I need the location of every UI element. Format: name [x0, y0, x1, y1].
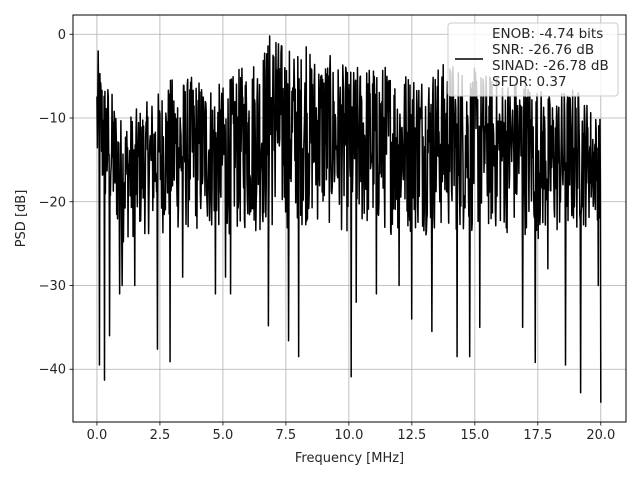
x-tick-label: 17.5 [523, 428, 552, 443]
x-axis-label: Frequency [MHz] [295, 451, 404, 466]
x-tick-label: 10.0 [334, 428, 363, 443]
x-tick-label: 5.0 [213, 428, 234, 443]
psd-series-line [96, 35, 602, 403]
axis-ticks: 0.0 2.5 5.0 7.5 10.0 12.5 15.0 17.5 20.0 0 −10 −20 −… [39, 28, 616, 443]
y-tick-label: −20 [39, 195, 66, 210]
legend-entry-sinad: SINAD: -26.78 dB [492, 58, 609, 74]
plot-area [96, 35, 602, 403]
axes-frame [72, 14, 627, 423]
legend-box [447, 22, 619, 97]
legend-entry-snr: SNR: -26.76 dB [492, 42, 594, 58]
x-tick-label: 7.5 [276, 428, 297, 443]
y-axis-label: PSD [dB] [14, 190, 29, 248]
legend-entry-sfdr: SFDR: 0.37 [492, 74, 567, 90]
x-tick-label: 20.0 [586, 428, 615, 443]
x-tick-label: 2.5 [150, 428, 171, 443]
x-tick-label: 12.5 [397, 428, 426, 443]
x-tick-label: 15.0 [460, 428, 489, 443]
y-tick-label: 0 [58, 28, 66, 43]
legend: ENOB: -4.74 bits SNR: -26.76 dB SINAD: -… [447, 22, 619, 97]
y-tick-label: −40 [39, 363, 66, 378]
y-tick-label: −10 [39, 112, 66, 127]
legend-entry-enob: ENOB: -4.74 bits [492, 26, 603, 42]
x-tick-label: 0.0 [87, 428, 108, 443]
y-tick-label: −30 [39, 279, 66, 294]
